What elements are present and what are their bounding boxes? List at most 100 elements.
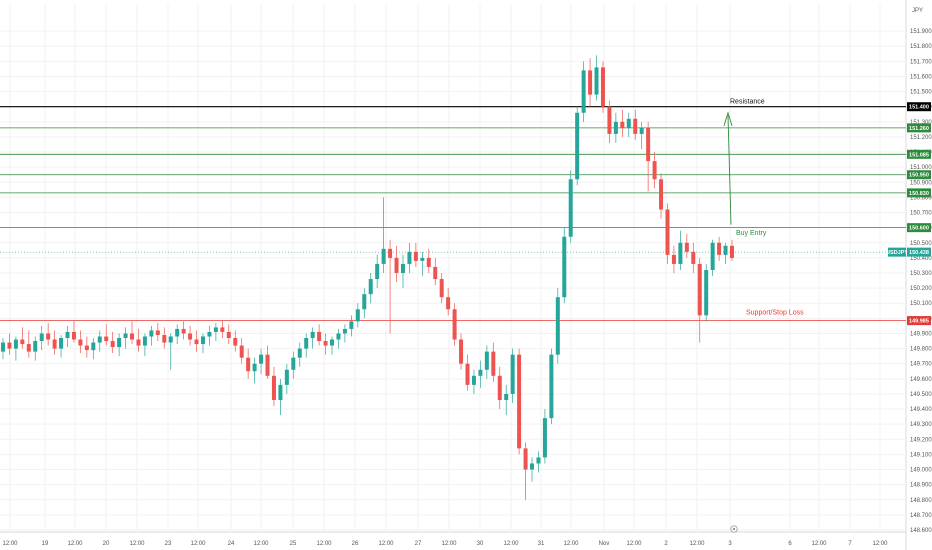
target-arrow-shaft <box>727 115 732 225</box>
candle-body <box>130 333 135 340</box>
candle-body <box>91 342 96 351</box>
candle-body <box>123 333 128 339</box>
y-tick-label: 150.500 <box>910 241 932 247</box>
y-tick-label: 149.800 <box>910 347 932 353</box>
candle-body <box>717 242 722 255</box>
candle <box>394 245 399 283</box>
candle <box>671 245 676 273</box>
candle-body <box>420 257 425 261</box>
x-tick-label: 2 <box>664 541 668 547</box>
stop-loss-annotation: Support/Stop Loss <box>746 310 804 317</box>
candle <box>704 263 709 322</box>
candle-body <box>284 369 289 385</box>
y-tick-label: 150.100 <box>910 301 932 307</box>
candle-body <box>626 118 631 128</box>
candle <box>213 322 218 342</box>
candle <box>33 336 38 361</box>
candle-body <box>575 112 580 180</box>
y-tick-label: 151.700 <box>910 59 932 65</box>
x-tick-label: 19 <box>42 541 49 547</box>
candle-body <box>155 330 160 335</box>
candle-body <box>59 338 64 349</box>
candle <box>388 239 393 334</box>
candle <box>91 338 96 360</box>
y-tick-label: 151.200 <box>910 135 932 141</box>
candle-body <box>375 263 380 280</box>
current-price-label-bg <box>907 247 931 257</box>
candle-body <box>484 351 489 370</box>
candle <box>271 366 276 407</box>
x-tick-label: 27 <box>415 541 422 547</box>
candle-body <box>452 309 457 340</box>
candle-body <box>542 418 547 458</box>
candle-body <box>162 334 167 343</box>
candle-body <box>710 242 715 270</box>
candle <box>84 336 89 358</box>
candle <box>646 121 651 192</box>
candle-body <box>568 179 573 237</box>
y-tick-label: 151.500 <box>910 90 932 96</box>
candle-body <box>304 338 309 349</box>
level-label-bg <box>907 102 931 112</box>
y-tick-label: 149.400 <box>910 407 932 413</box>
y-tick-label: 149.100 <box>910 452 932 458</box>
x-tick-label: 12:00 <box>563 541 579 547</box>
candle <box>659 173 664 219</box>
y-tick-label: 149.600 <box>910 377 932 383</box>
level-label: 151.260 <box>909 126 929 132</box>
candle-body <box>65 331 70 339</box>
candle <box>310 327 315 349</box>
candle <box>517 348 522 455</box>
candle <box>600 61 605 113</box>
candle <box>188 325 193 346</box>
candle-body <box>149 330 154 337</box>
y-tick-label: 150.800 <box>910 195 932 201</box>
candle <box>71 321 76 343</box>
y-tick-label: 151.000 <box>910 165 932 171</box>
candle-body <box>691 251 696 264</box>
candle-body <box>52 339 57 349</box>
symbol-badge: USDJPY <box>886 250 908 256</box>
y-tick-label: 149.000 <box>910 468 932 474</box>
candle-body <box>84 345 89 351</box>
candle <box>20 327 25 349</box>
y-tick-label: 150.400 <box>910 256 932 262</box>
candle <box>491 342 496 382</box>
candle <box>549 348 554 425</box>
candle-body <box>730 245 734 258</box>
buy-entry-annotation: Buy Entry <box>736 230 767 237</box>
x-tick-label: 26 <box>352 541 359 547</box>
candle <box>536 451 541 473</box>
candle-body <box>271 375 276 400</box>
x-tick-label: 7 <box>848 541 852 547</box>
y-tick-label: 148.900 <box>910 483 932 489</box>
candle <box>252 357 257 384</box>
time-axis[interactable]: 12:00 19 12:00 20 12:00 23 12:00 24 12:00 25 12:00… <box>2 525 888 547</box>
candle-body <box>317 331 322 342</box>
candle <box>523 442 528 500</box>
candle <box>355 303 360 328</box>
level-label-bg <box>907 170 931 180</box>
candle <box>723 242 728 264</box>
candle <box>149 325 154 346</box>
candle-body <box>188 333 193 340</box>
candle-body <box>665 209 670 255</box>
level-label: 151.400 <box>909 105 929 111</box>
candle-body <box>633 118 638 134</box>
settings-icon[interactable] <box>730 525 738 533</box>
candle <box>233 330 238 352</box>
candle-body <box>97 336 102 343</box>
candle-body <box>226 331 231 339</box>
candle-body <box>355 309 360 322</box>
x-tick-label: 12:00 <box>503 541 519 547</box>
candle-body <box>620 121 625 128</box>
candle-body <box>549 354 554 419</box>
candle <box>504 384 509 416</box>
y-tick-label: 150.300 <box>910 271 932 277</box>
candle-body <box>381 248 386 264</box>
y-tick-label: 150.200 <box>910 286 932 292</box>
candle <box>117 333 122 357</box>
price-axis[interactable]: 151.900 151.800 151.700 151.600 151.500 151.4… <box>886 29 932 534</box>
